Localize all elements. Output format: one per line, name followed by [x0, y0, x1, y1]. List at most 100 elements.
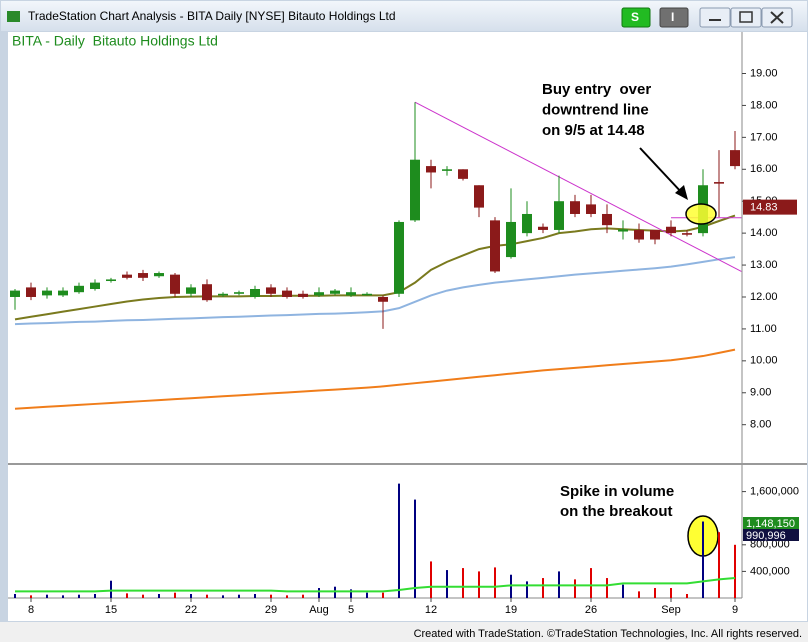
y-tick-label: 18.00: [750, 99, 778, 111]
candle-body: [90, 282, 100, 290]
candle-body: [442, 169, 452, 171]
x-tick-label: 12: [425, 604, 437, 616]
candle-body: [586, 204, 596, 214]
candle-body: [106, 279, 116, 282]
arrow-head: [675, 185, 688, 200]
y-tick-label: 11.00: [750, 323, 777, 335]
arrow-shaft: [639, 147, 684, 195]
candle-body: [554, 201, 564, 230]
candle-body: [234, 292, 244, 294]
candle-body: [730, 150, 740, 167]
candle-body: [122, 274, 132, 278]
y-tick-label: 14.00: [750, 227, 778, 239]
x-tick-label: 5: [348, 604, 354, 616]
candle-body: [10, 290, 20, 297]
footer-bar: [0, 622, 808, 642]
moving-average: [14, 348, 736, 410]
candle-body: [538, 226, 548, 230]
y-tick-label: 400,000: [750, 565, 790, 577]
y-tick-label: 9.00: [750, 387, 771, 399]
highlight: [685, 203, 717, 225]
candle-body: [490, 220, 500, 272]
candle-body: [314, 292, 324, 296]
candle-body: [666, 226, 676, 234]
app-icon: [7, 11, 20, 22]
candle-body: [266, 287, 276, 294]
candle-body: [394, 221, 404, 294]
maximize-icon: [739, 11, 753, 23]
info-button[interactable]: [659, 7, 689, 28]
annotation: Spike in volume: [560, 483, 674, 500]
annotation: Buy entry over: [542, 81, 651, 98]
candle-body: [362, 293, 372, 296]
y-tick-label: 10.00: [750, 355, 778, 367]
value-box-label: 990,996: [746, 530, 786, 542]
close-icon: [770, 11, 784, 24]
candle-body: [250, 289, 260, 297]
candle-body: [378, 296, 388, 302]
candle-body: [74, 285, 84, 293]
y-tick-label: 12.00: [750, 291, 778, 303]
candle-body: [186, 287, 196, 294]
annotation: downtrend line: [542, 101, 649, 118]
candle-body: [218, 293, 228, 296]
status-button[interactable]: [621, 7, 651, 28]
annotation: on 9/5 at 14.48: [542, 122, 645, 139]
candle-body: [618, 229, 628, 232]
y-tick-label: 1,600,000: [750, 486, 799, 498]
candle-body: [506, 221, 516, 258]
chart-title: BITA - Daily Bitauto Holdings Ltd: [12, 33, 218, 49]
candle-body: [474, 185, 484, 208]
candle-body: [426, 166, 436, 173]
moving-average: [15, 577, 736, 593]
value-box: [743, 517, 799, 529]
x-tick-label: Sep: [661, 604, 681, 616]
candle-body: [714, 182, 724, 184]
window-title: TradeStation Chart Analysis - BITA Daily…: [28, 9, 396, 23]
y-tick-label: 13.00: [750, 259, 778, 271]
minimize-button[interactable]: [699, 7, 731, 28]
chart-area: [8, 32, 807, 621]
candle-body: [202, 284, 212, 301]
status-button-label: S: [631, 10, 639, 24]
annotation: on the breakout: [560, 503, 673, 520]
candle-body: [138, 273, 148, 278]
x-tick-label: 29: [265, 604, 277, 616]
value-box: [743, 529, 799, 541]
price-box-label: 14.83: [750, 202, 778, 214]
candle-body: [42, 290, 52, 296]
price-box: [743, 199, 797, 215]
candle-body: [346, 292, 356, 296]
y-tick-label: 19.00: [750, 67, 778, 79]
y-tick-label: 8.00: [750, 419, 771, 431]
candle-body: [330, 290, 340, 294]
candle-body: [650, 229, 660, 240]
footer: Created with TradeStation. ©TradeStation…: [414, 628, 802, 640]
candle-body: [570, 201, 580, 214]
info-button-label: I: [671, 10, 674, 24]
x-tick-label: 15: [105, 604, 117, 616]
candle-body: [26, 287, 36, 297]
candle-body: [282, 290, 292, 297]
candle-body: [58, 290, 68, 296]
y-tick-label: 16.00: [750, 163, 778, 175]
x-tick-label: 19: [505, 604, 517, 616]
x-tick-label: 26: [585, 604, 597, 616]
y-tick-label: 800,000: [750, 539, 790, 551]
y-tick-label: 17.00: [750, 131, 778, 143]
x-tick-label: 9: [732, 604, 738, 616]
candle-body: [410, 159, 420, 221]
candle-body: [522, 213, 532, 234]
candle-body: [682, 233, 692, 235]
candle-body: [298, 293, 308, 297]
value-box-label: 1,148,150: [746, 518, 795, 530]
moving-average: [14, 214, 736, 321]
candle-body: [170, 274, 180, 294]
candle-body: [634, 229, 644, 240]
maximize-button[interactable]: [730, 7, 762, 28]
trendline: [414, 101, 742, 272]
candle-body: [602, 213, 612, 226]
x-tick-label: 22: [185, 604, 197, 616]
candle-body: [458, 169, 468, 179]
